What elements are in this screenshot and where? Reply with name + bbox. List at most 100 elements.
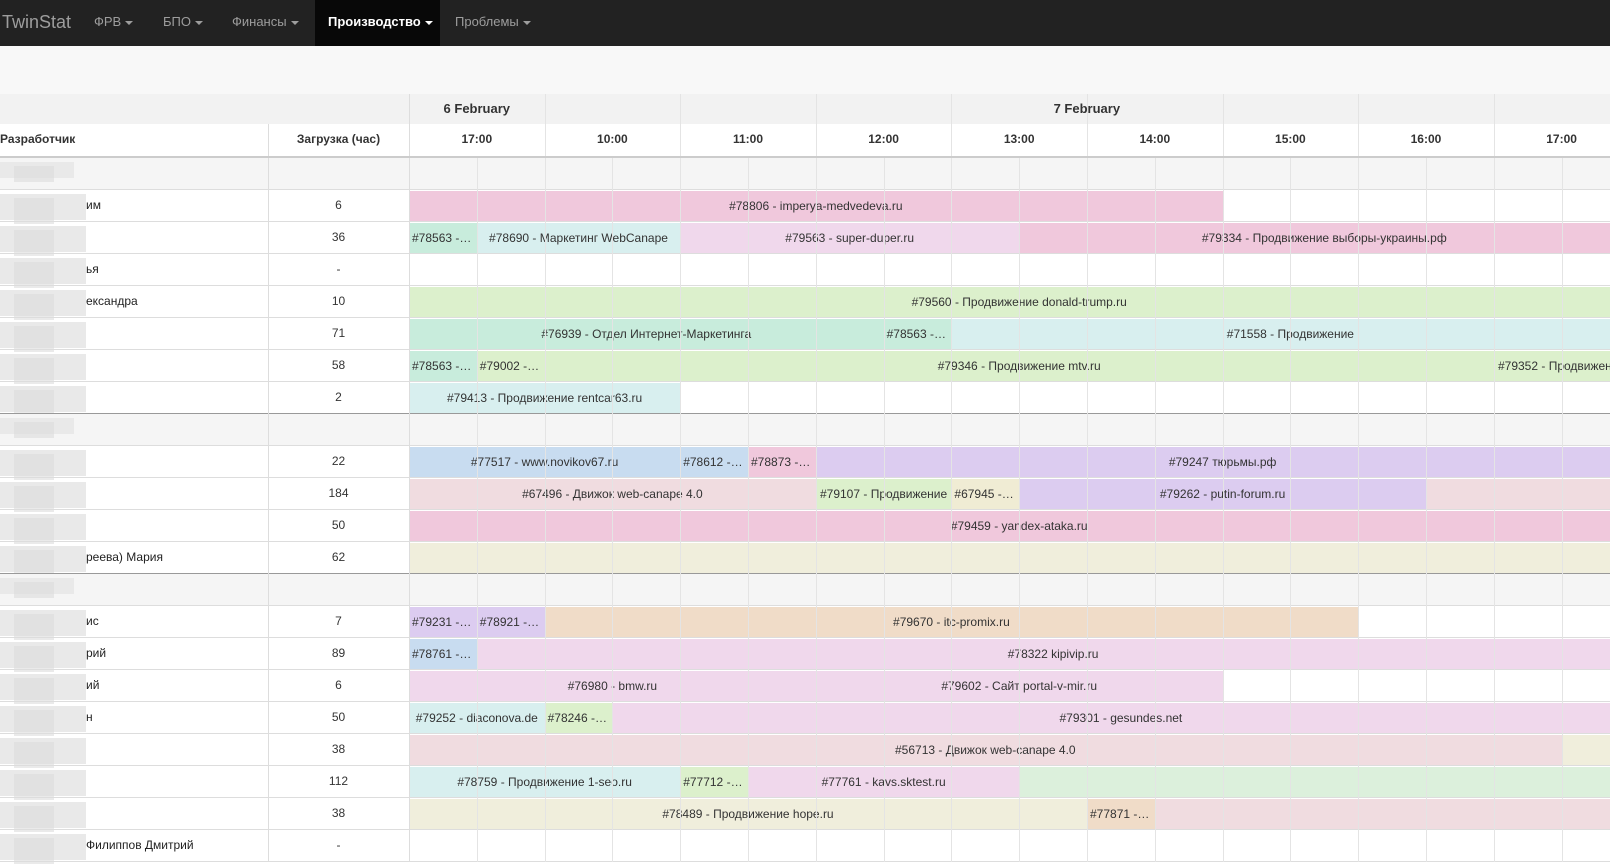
developer-name — [86, 510, 266, 542]
task-bar[interactable] — [409, 543, 1610, 574]
row-divider — [0, 637, 1610, 638]
task-bar[interactable]: #78246 - Продвижение — [544, 703, 613, 734]
group-row — [0, 414, 1610, 446]
task-bar[interactable]: #77871 - Продвижение — [1087, 799, 1155, 830]
task-bar[interactable] — [1561, 735, 1610, 766]
row-divider — [0, 253, 1610, 254]
task-bar[interactable] — [1426, 479, 1610, 510]
blurred-developer-name — [0, 258, 86, 288]
task-bar[interactable]: #78921 - Продвижение — [476, 607, 545, 638]
task-bar[interactable]: #76939 - Отдел Интернет-Маркетинга — [409, 319, 884, 350]
sub-header — [0, 46, 1610, 94]
task-bar[interactable]: #56713 - Движок web-canape 4.0 — [409, 735, 1562, 766]
blurred-developer-name — [0, 194, 86, 224]
row-divider — [0, 605, 1610, 606]
developer-name — [86, 318, 266, 350]
time-gridline — [815, 94, 817, 862]
developer-name: Филиппов Дмитрий — [86, 838, 194, 852]
nav-problems[interactable]: Проблемы — [455, 0, 531, 46]
task-bar[interactable]: #78563 - Продвижение — [409, 223, 477, 254]
load-hours: 89 — [331, 646, 346, 660]
group-row — [0, 158, 1610, 190]
row-divider — [0, 413, 1610, 414]
day-header: 7 February — [1053, 101, 1121, 116]
time-gridline — [1087, 94, 1088, 862]
nav-finance[interactable]: Финансы — [232, 0, 299, 46]
nav-bpo[interactable]: БПО — [163, 0, 203, 46]
time-gridline — [748, 157, 749, 862]
developer-name — [86, 798, 266, 830]
hour-header: 16:00 — [1410, 132, 1442, 146]
time-gridline — [1154, 157, 1156, 862]
time-gridline — [476, 157, 478, 862]
task-bar[interactable]: #79231 - Продвижение — [409, 607, 477, 638]
blurred-group-name — [0, 162, 74, 182]
task-bar[interactable]: #71558 - Продвижение — [951, 319, 1610, 350]
task-bar[interactable]: #79262 - putin-forum.ru — [1019, 479, 1426, 510]
caret-down-icon — [522, 20, 531, 25]
load-hours: - — [336, 262, 341, 276]
row-divider — [0, 221, 1610, 222]
header-background — [0, 94, 1610, 124]
row-divider — [0, 733, 1610, 734]
blurred-developer-name — [0, 386, 86, 416]
task-bar[interactable]: #79560 - Продвижение donald-trump.ru — [409, 287, 1610, 318]
load-hours: 38 — [331, 742, 346, 756]
task-bar[interactable]: #79301 - gesundes.net — [612, 703, 1610, 734]
row-divider — [0, 701, 1610, 702]
row-divider — [0, 797, 1610, 798]
task-bar[interactable]: #79459 - yandex-ataka.ru — [409, 511, 1610, 542]
hour-header: 10:00 — [597, 132, 628, 146]
developer-name: им — [86, 198, 101, 212]
task-bar[interactable]: #78563 - Продвижение — [409, 351, 477, 382]
row-divider — [0, 381, 1610, 382]
time-gridline — [883, 157, 885, 862]
load-hours: 58 — [331, 358, 346, 372]
column-header-developer: Разработчик — [0, 132, 76, 146]
task-bar[interactable] — [1154, 799, 1610, 830]
time-gridline — [1426, 157, 1427, 862]
task-bar[interactable]: #79563 - super-duper.ru — [680, 223, 1020, 254]
task-bar[interactable]: #78873 - Продвижение — [748, 447, 816, 478]
task-bar[interactable]: #79334 - Продвижение выборы-украины.рф — [1019, 223, 1610, 254]
brand-logo[interactable]: TwinStat — [2, 12, 72, 32]
task-bar[interactable]: #67945 - Продвижение — [951, 479, 1020, 510]
column-divider — [268, 124, 269, 862]
row-divider — [0, 765, 1610, 766]
load-hours: 50 — [331, 518, 346, 532]
task-bar[interactable]: #78690 - Маркетинг WebCanape — [476, 223, 681, 254]
task-bar[interactable]: #78322 kipivip.ru — [476, 639, 1610, 670]
blurred-developer-name — [0, 802, 86, 832]
nav-production[interactable]: Производство — [315, 0, 440, 46]
developer-name — [86, 478, 266, 510]
nav-frv[interactable]: ФРВ — [94, 0, 134, 46]
load-hours: 184 — [328, 486, 349, 500]
task-bar[interactable]: #79002 - Продвижение — [476, 351, 545, 382]
task-bar[interactable]: #79352 - Продвижение — [1493, 351, 1610, 382]
developer-name: рий — [86, 646, 107, 660]
blurred-developer-name — [0, 514, 86, 544]
caret-down-icon — [424, 20, 433, 25]
developer-name: н — [86, 710, 93, 724]
nav-finance-label: Финансы — [232, 14, 287, 29]
developer-name — [86, 222, 266, 254]
row-divider — [0, 317, 1610, 318]
hour-header: 17:00 — [1546, 132, 1577, 146]
task-bar[interactable]: #78612 - Продвижение — [680, 447, 748, 478]
header-divider — [0, 156, 1610, 158]
task-bar[interactable] — [1019, 767, 1610, 798]
load-hours: 38 — [331, 806, 346, 820]
task-bar[interactable]: #77712 - Продвижение — [680, 767, 748, 798]
day-header: 6 February — [443, 101, 511, 116]
load-hours: 10 — [331, 294, 346, 308]
blurred-developer-name — [0, 738, 86, 768]
row-divider — [0, 509, 1610, 510]
caret-down-icon — [290, 20, 299, 25]
task-bar[interactable]: #78761 - Продвижение — [409, 639, 477, 670]
task-bar[interactable]: #79247 тюрьмы.рф — [815, 447, 1610, 478]
task-bar[interactable]: #78563 - Продвижение — [883, 319, 952, 350]
column-divider — [409, 94, 410, 862]
nav-problems-label: Проблемы — [455, 14, 519, 29]
row-divider — [0, 445, 1610, 446]
blurred-developer-name — [0, 450, 86, 480]
